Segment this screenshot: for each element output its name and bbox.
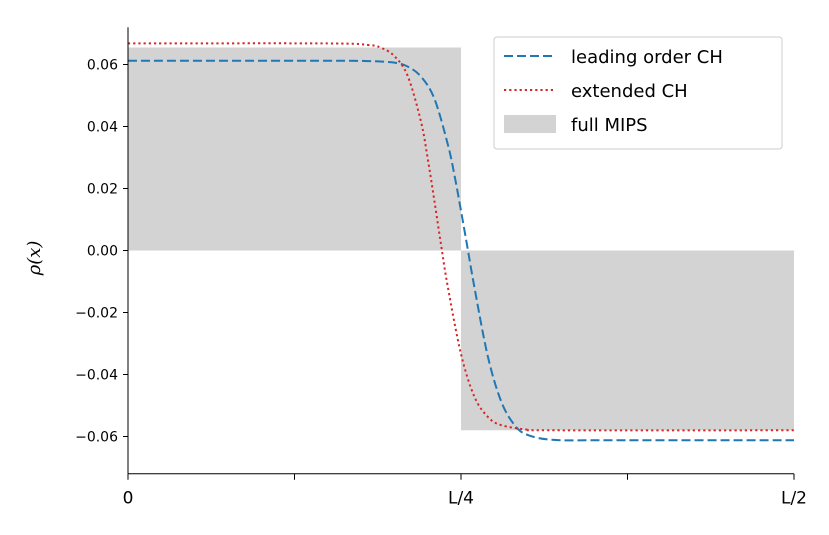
y-tick-label: 0.06 (87, 58, 118, 74)
legend-item-full-mips-swatch (504, 115, 556, 133)
y-tick-label: −0.02 (75, 306, 118, 322)
x-tick-label: L/2 (781, 489, 807, 509)
y-tick-label: 0.02 (87, 182, 118, 198)
shaded-region-full-mips (128, 47, 794, 431)
y-axis-label: ρ(x) (24, 241, 45, 277)
axes: 0.06 0.04 0.02 0.00 −0.02 −0.04 −0.06 0 L/4 L/2 (75, 27, 807, 509)
y-tick-label: 0.00 (87, 244, 118, 260)
legend-item-full-mips-label: full MIPS (571, 115, 648, 136)
x-tick-label: L/4 (448, 489, 474, 509)
legend-box (493, 36, 783, 150)
y-tick-label: −0.06 (75, 430, 118, 446)
plot-area (127, 42, 795, 442)
legend-item-leading-order-ch-label: leading order CH (571, 47, 723, 68)
legend-item-extended-ch-label: extended CH (571, 81, 688, 102)
x-tick-label: 0 (123, 489, 134, 509)
legend: leading order CH extended CH full MIPS (493, 36, 783, 150)
y-tick-label: −0.04 (75, 368, 118, 384)
series-line-leading-order-ch (127, 59, 795, 442)
y-tick-label: 0.04 (87, 120, 118, 136)
